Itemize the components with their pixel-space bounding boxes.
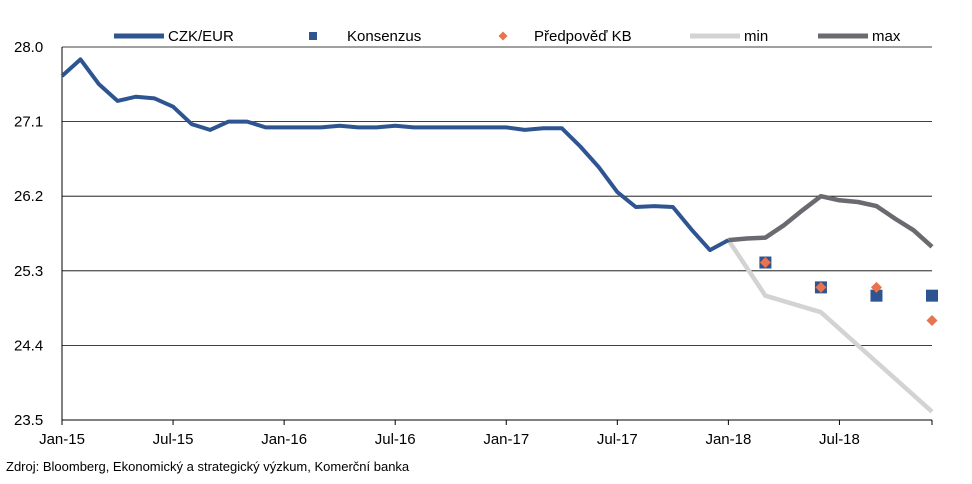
y-tick-label: 24.4 [14, 337, 43, 354]
marker-predpoved-kb [815, 281, 827, 293]
series-line-min [726, 238, 934, 414]
legend: CZK/EUR Konsenzus Předpověď KB min max [114, 28, 901, 45]
y-tick-label: 26.2 [14, 188, 43, 205]
x-tick-label: Jan-16 [261, 431, 307, 448]
gridlines [62, 46, 932, 346]
source-note: Zdroj: Bloomberg, Ekonomický a strategic… [6, 459, 410, 474]
y-tick-label: 25.3 [14, 263, 43, 280]
legend-label-max: max [872, 28, 901, 45]
legend-label-konsenzus: Konsenzus [347, 28, 421, 45]
y-axis-tick-labels: 23.5 24.4 25.3 26.2 27.1 28.0 [14, 39, 43, 429]
x-tick-label: Jan-18 [705, 431, 751, 448]
axes [61, 47, 933, 425]
x-tick-label: Jul-15 [153, 431, 194, 448]
x-tick-label: Jul-18 [819, 431, 860, 448]
x-tick-label: Jan-17 [483, 431, 529, 448]
legend-label-predpoved-kb: Předpověď KB [534, 28, 632, 45]
series-line-czk-eur [60, 57, 730, 253]
y-tick-label: 28.0 [14, 39, 43, 56]
line-chart: 23.524.425.326.227.128.0 Jan-15 Jul-15 Jan… [14, 28, 938, 448]
y-tick-label: 27.1 [14, 114, 43, 131]
legend-label-czk-eur: CZK/EUR [168, 28, 234, 45]
legend-swatch-konsenzus [309, 32, 317, 40]
marker-predpoved-kb [926, 315, 938, 327]
x-axis-tick-labels: Jan-15 Jul-15 Jan-16 Jul-16 Jan-17 Jul-17 Jan-… [39, 431, 860, 448]
legend-label-min: min [744, 28, 768, 45]
marker-konsenzus [870, 289, 883, 302]
y-tick-label: 23.5 [14, 412, 43, 429]
x-tick-label: Jul-16 [375, 431, 416, 448]
marker-predpoved-kb [759, 257, 771, 269]
marker-predpoved-kb [870, 281, 882, 293]
marker-konsenzus [926, 289, 938, 302]
x-tick-label: Jul-17 [597, 431, 638, 448]
series-line-max [728, 193, 934, 249]
series-layer [60, 57, 938, 414]
x-tick-label: Jan-15 [39, 431, 85, 448]
legend-swatch-predpoved-kb [498, 31, 508, 41]
